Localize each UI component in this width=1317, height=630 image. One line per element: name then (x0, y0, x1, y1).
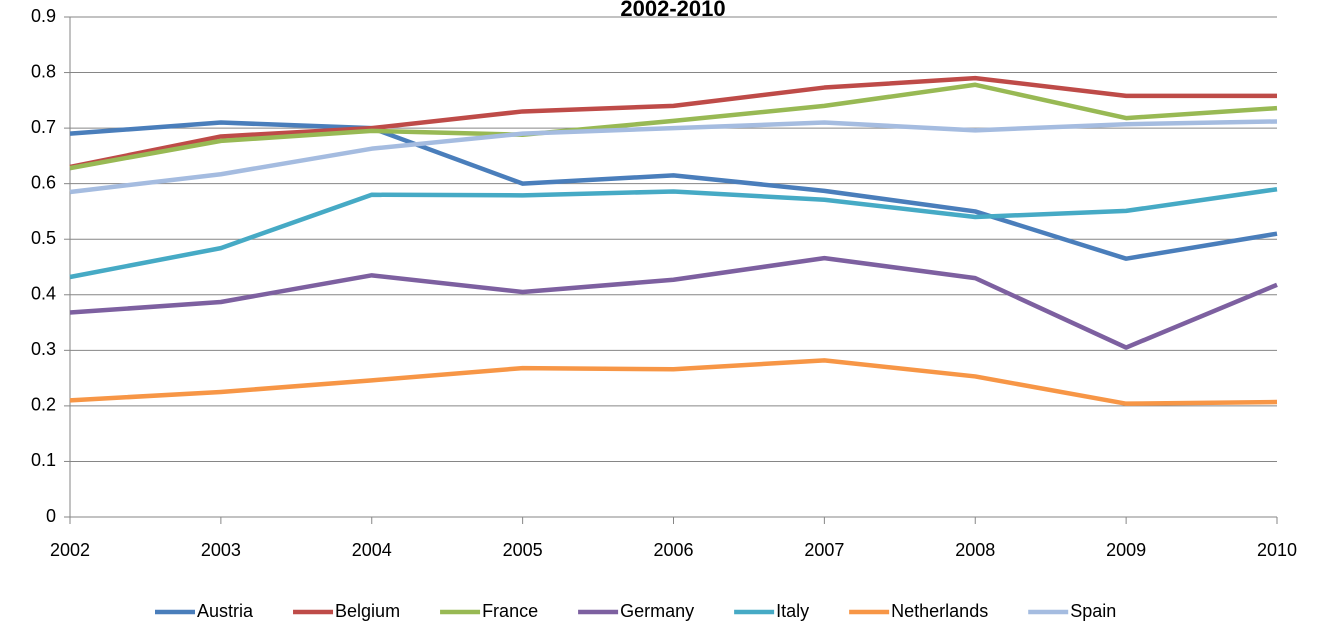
y-tick-label: 0.4 (31, 284, 56, 304)
x-tick-label: 2007 (804, 540, 844, 560)
chart-title: 2002-2010 (620, 0, 725, 21)
x-tick-label: 2010 (1257, 540, 1297, 560)
series-line (69, 186, 1278, 280)
x-tick-label: 2002 (50, 540, 90, 560)
series-line (69, 255, 1278, 350)
legend-label: Spain (1070, 601, 1116, 621)
y-tick-label: 0.3 (31, 339, 56, 359)
series-line (69, 119, 1278, 195)
y-tick-label: 0.6 (31, 172, 56, 192)
legend-label: France (482, 601, 538, 621)
legend-label: Austria (197, 601, 254, 621)
series-line (69, 358, 1278, 406)
x-tick-label: 2004 (352, 540, 392, 560)
series-line (69, 120, 1278, 261)
x-tick-label: 2008 (955, 540, 995, 560)
y-tick-label: 0.2 (31, 395, 56, 415)
y-tick-label: 0.8 (31, 61, 56, 81)
x-tick-label: 2009 (1106, 540, 1146, 560)
x-tick-label: 2005 (503, 540, 543, 560)
y-tick-label: 0 (46, 506, 56, 526)
legend-label: Germany (620, 601, 694, 621)
legend-label: Belgium (335, 601, 400, 621)
series-line (69, 82, 1278, 171)
legend-label: Netherlands (891, 601, 988, 621)
x-tick-label: 2003 (201, 540, 241, 560)
y-tick-label: 0.1 (31, 450, 56, 470)
legend-label: Italy (776, 601, 809, 621)
x-tick-label: 2006 (653, 540, 693, 560)
y-tick-label: 0.9 (31, 6, 56, 26)
y-tick-label: 0.7 (31, 117, 56, 137)
series-line (69, 75, 1277, 170)
y-tick-label: 0.5 (31, 228, 56, 248)
